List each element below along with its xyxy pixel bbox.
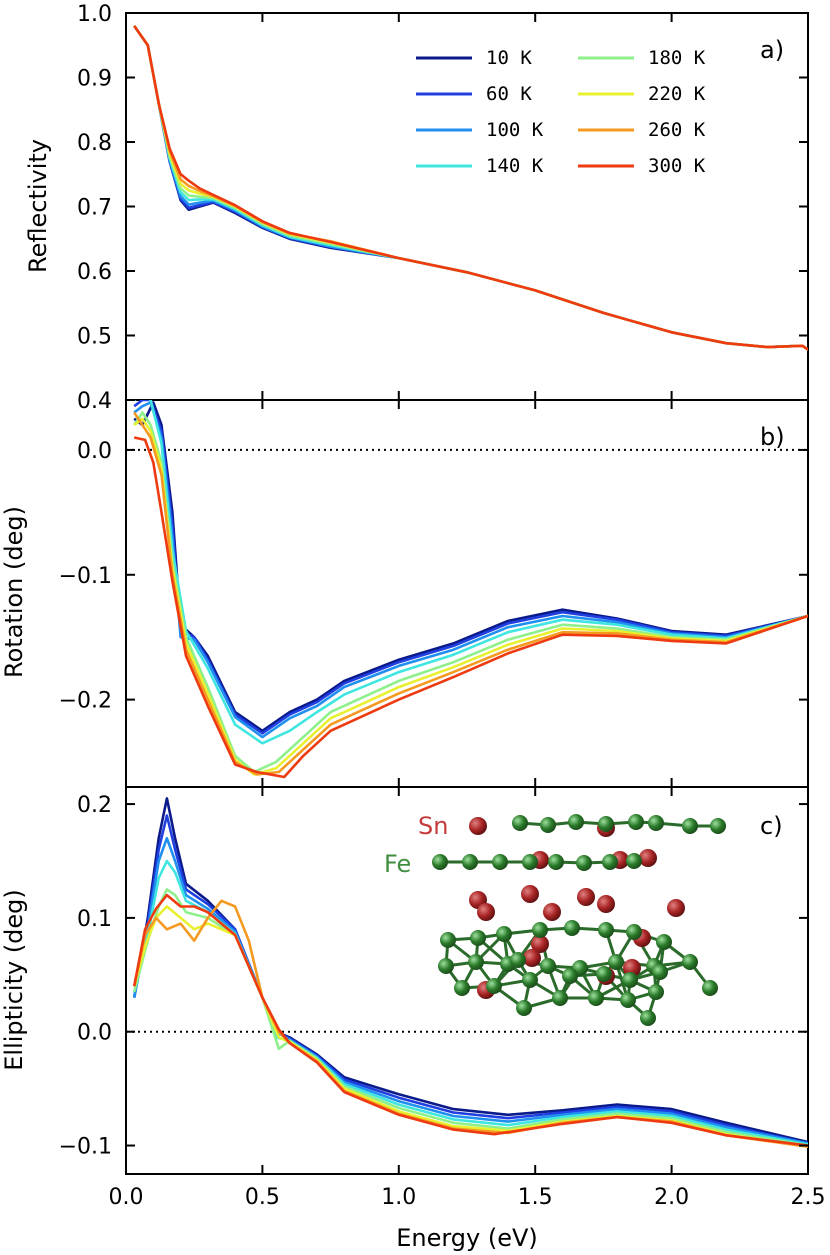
xtick-label: 1.0 (381, 1185, 416, 1210)
xtick-label: 2.0 (654, 1185, 689, 1210)
ytick-label: 0.1 (77, 907, 112, 932)
xtick-label: 0.5 (245, 1185, 280, 1210)
panel-tag-a: a) (760, 36, 784, 64)
ylabel-b: Rotation (deg) (0, 506, 28, 678)
legend-entry: 300 K (648, 155, 706, 177)
series-b-260k (133, 411, 808, 776)
xlabel: Energy (eV) (396, 1224, 538, 1252)
series-a-140k (133, 25, 808, 351)
series-a-300k (133, 25, 808, 351)
legend-entry: 60 K (486, 83, 532, 105)
legend-entry: 100 K (486, 119, 544, 141)
legend-entry: 220 K (648, 83, 706, 105)
ytick-label: 0.6 (77, 260, 112, 285)
inset-label-fe: Fe (384, 850, 411, 878)
series-a-180k (133, 25, 808, 351)
ytick-label: 0.0 (77, 1021, 112, 1046)
panel-frame-c (125, 786, 809, 1175)
series-a-60k (133, 25, 808, 351)
series-c-300k (132, 893, 808, 1147)
legend: 10 K 60 K 100 K 140 K 180 K 220 K 260 K 300 K (416, 47, 706, 177)
series-a-10k (133, 25, 808, 351)
ytick-label: 0.7 (77, 196, 112, 221)
series-b-140k (134, 400, 808, 745)
ytick-label: −0.2 (59, 689, 112, 714)
series-a-100k (133, 25, 808, 351)
panel-tag-c: c) (760, 812, 783, 840)
legend-entry: 180 K (648, 47, 706, 69)
series-b-100k (133, 401, 808, 739)
ytick-label: 0.8 (77, 131, 112, 156)
ylabel-c: Ellipticity (deg) (0, 889, 28, 1071)
legend-entry: 140 K (486, 155, 544, 177)
legend-entry: 260 K (648, 119, 706, 141)
xtick-label: 0.0 (109, 1185, 144, 1210)
ytick-label: 0.4 (77, 389, 112, 414)
series-b-300k (133, 436, 808, 779)
ytick-label: 0.9 (77, 67, 112, 92)
ytick-label: 0.0 (77, 439, 112, 464)
series-a-260k (133, 25, 808, 351)
panel-frame-b (125, 399, 809, 788)
panel-tag-b: b) (760, 423, 785, 451)
ylabel-a: Reflectivity (24, 139, 52, 273)
ytick-label: 0.5 (77, 325, 112, 350)
ytick-label: 1.0 (77, 2, 112, 27)
ytick-label: −0.1 (59, 564, 112, 589)
series-a-220k (133, 25, 808, 351)
ytick-label: −0.1 (59, 1135, 112, 1160)
crystal-structure-inset: Sn Fe (384, 812, 726, 1026)
xtick-label: 1.5 (518, 1185, 553, 1210)
series-b-10k (133, 401, 808, 733)
legend-entry: 10 K (486, 47, 532, 69)
series-b-220k (133, 417, 808, 776)
xtick-label: 2.5 (791, 1185, 826, 1210)
inset-label-sn: Sn (418, 812, 448, 840)
ytick-label: 0.2 (77, 793, 112, 818)
